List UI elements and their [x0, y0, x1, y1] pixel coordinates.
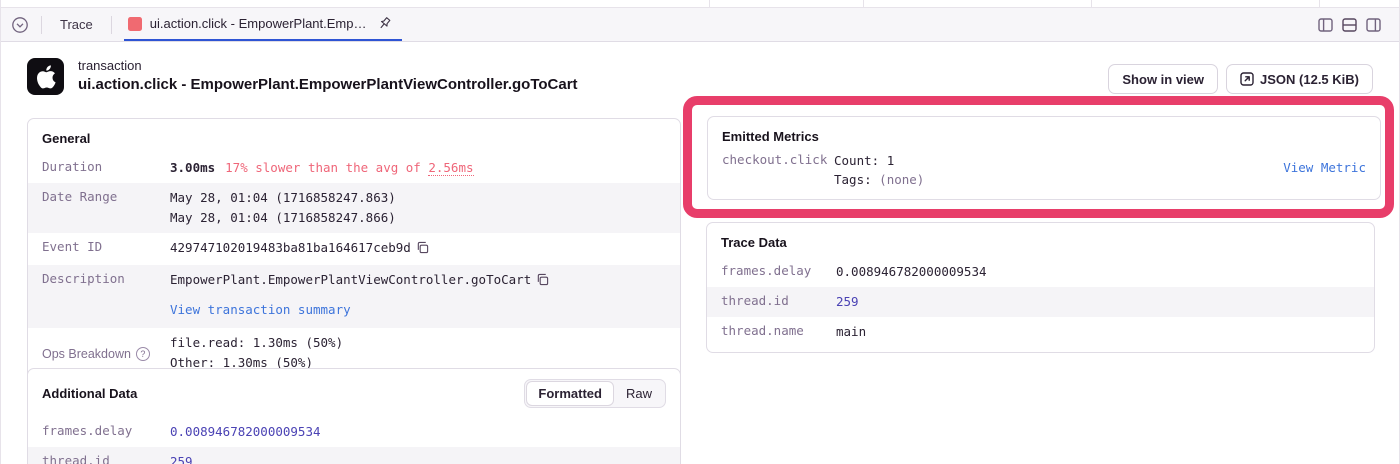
trace-thread-id-value: 259 — [836, 294, 859, 309]
general-panel-title: General — [42, 131, 91, 146]
trace-thread-name-value: main — [836, 324, 867, 339]
duration-comparison-note: 17% slower than the avg of 2.56ms — [225, 160, 474, 176]
copy-icon[interactable] — [416, 240, 429, 260]
table-row: thread.name main — [707, 317, 1374, 347]
date-range-value: May 28, 01:04 (1716858247.863) May 28, 0… — [170, 188, 396, 228]
additional-frames-delay-value: 0.008946782000009534 — [170, 424, 321, 439]
emitted-metrics-title: Emitted Metrics — [722, 129, 819, 144]
column-divider — [863, 0, 864, 8]
raw-toggle-button[interactable]: Raw — [614, 381, 664, 406]
column-divider — [709, 0, 710, 8]
collapse-drawer-icon[interactable] — [11, 16, 29, 34]
view-metric-link[interactable]: View Metric — [1283, 160, 1366, 175]
slower-note-text: 17% slower than the avg of — [225, 160, 429, 175]
additional-data-panel: Additional Data Formatted Raw frames.del… — [27, 368, 681, 464]
description-text: EmpowerPlant.EmpowerPlantViewController.… — [170, 272, 532, 287]
column-divider — [1091, 0, 1092, 8]
average-duration-value[interactable]: 2.56ms — [428, 160, 474, 176]
tags-key: Tags: — [834, 172, 872, 187]
drawer-tab-bar: Trace ui.action.click - EmpowerPlant.Emp… — [1, 8, 1399, 42]
cropped-table-edge — [1, 0, 1399, 8]
date-range-end: May 28, 01:04 (1716858247.866) — [170, 210, 396, 225]
event-id-row: Event ID 429747102019483ba81ba164617ceb9… — [28, 233, 680, 265]
ops-breakdown-key: Ops Breakdown? — [42, 346, 170, 361]
event-header-text: transaction ui.action.click - EmpowerPla… — [78, 58, 578, 95]
trace-frames-delay-key: frames.delay — [721, 263, 812, 278]
divider — [41, 15, 42, 34]
active-tab-label: ui.action.click - EmpowerPlant.Emp… — [149, 16, 367, 31]
description-value: EmpowerPlant.EmpowerPlantViewController.… — [170, 270, 549, 320]
additional-thread-id-key: thread.id — [42, 453, 110, 464]
event-title: ui.action.click - EmpowerPlant.EmpowerPl… — [78, 76, 578, 93]
metric-details: Count: 1 Tags: (none) — [834, 151, 924, 189]
show-in-view-button[interactable]: Show in view — [1108, 64, 1219, 94]
external-link-icon — [1240, 72, 1254, 86]
date-range-key: Date Range — [42, 189, 118, 204]
event-type-label: transaction — [78, 58, 142, 73]
duration-key: Duration — [42, 159, 103, 174]
emitted-metrics-panel: Emitted Metrics checkout.click Count: 1 … — [707, 116, 1381, 200]
event-header: transaction ui.action.click - EmpowerPla… — [27, 58, 578, 95]
general-panel: General Duration 3.00ms 17% slower than t… — [27, 118, 681, 385]
additional-frames-delay-key: frames.delay — [42, 423, 133, 438]
json-download-button[interactable]: JSON (12.5 KiB) — [1226, 64, 1373, 94]
transaction-type-square-icon — [127, 16, 142, 31]
trace-data-title: Trace Data — [721, 235, 787, 250]
divider — [110, 15, 112, 34]
view-transaction-summary-link[interactable]: View transaction summary — [170, 302, 351, 317]
duration-row: Duration 3.00ms 17% slower than the avg o… — [28, 153, 680, 183]
metric-count-line: Count: 1 — [834, 151, 924, 170]
ops-breakdown-label: Ops Breakdown — [42, 346, 131, 361]
additional-data-title: Additional Data — [42, 386, 138, 401]
show-in-view-label: Show in view — [1122, 71, 1205, 87]
duration-value-text: 3.00ms — [170, 160, 216, 175]
event-id-key: Event ID — [42, 239, 103, 254]
formatted-toggle-button[interactable]: Formatted — [526, 381, 614, 406]
duration-value: 3.00ms 17% slower than the avg of 2.56ms — [170, 158, 474, 178]
column-divider — [1319, 0, 1320, 8]
tab-active-transaction[interactable]: ui.action.click - EmpowerPlant.Emp… — [123, 8, 402, 41]
description-row: Description EmpowerPlant.EmpowerPlantVie… — [28, 265, 680, 328]
dock-right-icon[interactable] — [1366, 17, 1381, 32]
metric-tags-line: Tags: (none) — [834, 170, 924, 189]
header-actions: Show in view JSON (12.5 KiB) — [1108, 64, 1373, 94]
count-value: 1 — [886, 153, 895, 168]
apple-platform-icon — [27, 58, 64, 95]
dock-left-icon[interactable] — [1318, 17, 1333, 32]
trace-thread-name-key: thread.name — [721, 323, 804, 338]
ops-breakdown-value: file.read: 1.30ms (50%) Other: 1.30ms (5… — [170, 333, 343, 373]
count-key: Count: — [834, 153, 880, 168]
metric-name: checkout.click — [722, 152, 828, 167]
trace-frames-delay-value: 0.008946782000009534 — [836, 264, 987, 279]
transaction-detail-drawer: transaction ui.action.click - EmpowerPla… — [1, 42, 1399, 464]
trace-thread-id-key: thread.id — [721, 293, 789, 308]
table-row: thread.id 259 — [28, 447, 680, 464]
event-id-text: 429747102019483ba81ba164617ceb9d — [170, 240, 411, 255]
additional-data-header: Additional Data Formatted Raw — [28, 369, 680, 417]
table-row: frames.delay 0.008946782000009534 — [28, 417, 680, 447]
tab-trace[interactable]: Trace — [60, 17, 93, 32]
copy-icon[interactable] — [536, 272, 549, 292]
date-range-start: May 28, 01:04 (1716858247.863) — [170, 190, 396, 205]
emitted-metric-row: checkout.click Count: 1 Tags: (none) Vie… — [708, 148, 1380, 189]
ops-breakdown-row: Ops Breakdown? file.read: 1.30ms (50%) O… — [28, 328, 680, 378]
ops-breakdown-other: Other: 1.30ms (50%) — [170, 355, 313, 370]
help-icon[interactable]: ? — [135, 346, 150, 361]
event-id-value: 429747102019483ba81ba164617ceb9d — [170, 238, 429, 260]
trace-data-panel: Trace Data frames.delay 0.00894678200000… — [706, 222, 1375, 353]
table-row: frames.delay 0.008946782000009534 — [707, 257, 1374, 287]
pin-icon[interactable] — [377, 16, 392, 31]
date-range-row: Date Range May 28, 01:04 (1716858247.863… — [28, 183, 680, 233]
additional-thread-id-value: 259 — [170, 454, 193, 464]
dock-bottom-icon[interactable] — [1342, 17, 1357, 32]
table-row: thread.id 259 — [707, 287, 1374, 317]
tags-value: (none) — [879, 172, 925, 187]
json-button-label: JSON (12.5 KiB) — [1260, 71, 1359, 87]
ops-breakdown-file-read: file.read: 1.30ms (50%) — [170, 335, 344, 350]
description-key: Description — [42, 271, 125, 286]
format-toggle: Formatted Raw — [524, 379, 666, 408]
view-metric-link-wrap: View Metric — [1283, 151, 1366, 175]
description-text-line: EmpowerPlant.EmpowerPlantViewController.… — [170, 270, 549, 292]
